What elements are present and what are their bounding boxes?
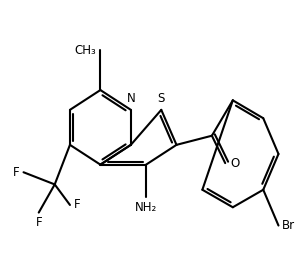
Text: O: O	[230, 156, 240, 170]
Text: S: S	[158, 92, 165, 105]
Text: F: F	[35, 216, 42, 229]
Text: F: F	[13, 166, 20, 179]
Text: NH₂: NH₂	[135, 201, 157, 214]
Text: CH₃: CH₃	[74, 44, 96, 57]
Text: N: N	[127, 92, 135, 105]
Text: Br: Br	[282, 219, 295, 232]
Text: F: F	[74, 198, 80, 211]
